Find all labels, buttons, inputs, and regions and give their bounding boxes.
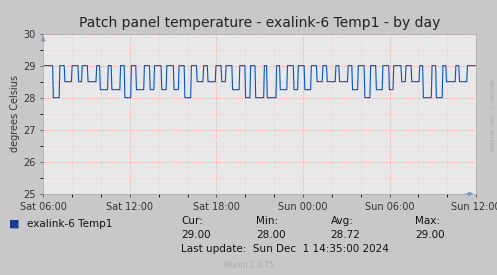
Text: Max:: Max: <box>415 216 440 226</box>
Text: Last update:  Sun Dec  1 14:35:00 2024: Last update: Sun Dec 1 14:35:00 2024 <box>181 244 389 254</box>
Text: exalink-6 Temp1: exalink-6 Temp1 <box>27 219 113 229</box>
Text: Avg:: Avg: <box>331 216 353 226</box>
Text: 28.72: 28.72 <box>331 230 360 240</box>
Text: 29.00: 29.00 <box>181 230 211 240</box>
Text: 28.00: 28.00 <box>256 230 286 240</box>
Text: Munin 2.0.75: Munin 2.0.75 <box>224 260 273 270</box>
Text: Min:: Min: <box>256 216 278 226</box>
Text: Cur:: Cur: <box>181 216 203 226</box>
Text: 29.00: 29.00 <box>415 230 445 240</box>
Text: RRDTOOL / TOBI OETIKER: RRDTOOL / TOBI OETIKER <box>489 80 494 151</box>
Y-axis label: degrees Celsius: degrees Celsius <box>10 75 20 152</box>
Title: Patch panel temperature - exalink-6 Temp1 - by day: Patch panel temperature - exalink-6 Temp… <box>79 16 440 30</box>
Text: ■: ■ <box>9 219 19 229</box>
